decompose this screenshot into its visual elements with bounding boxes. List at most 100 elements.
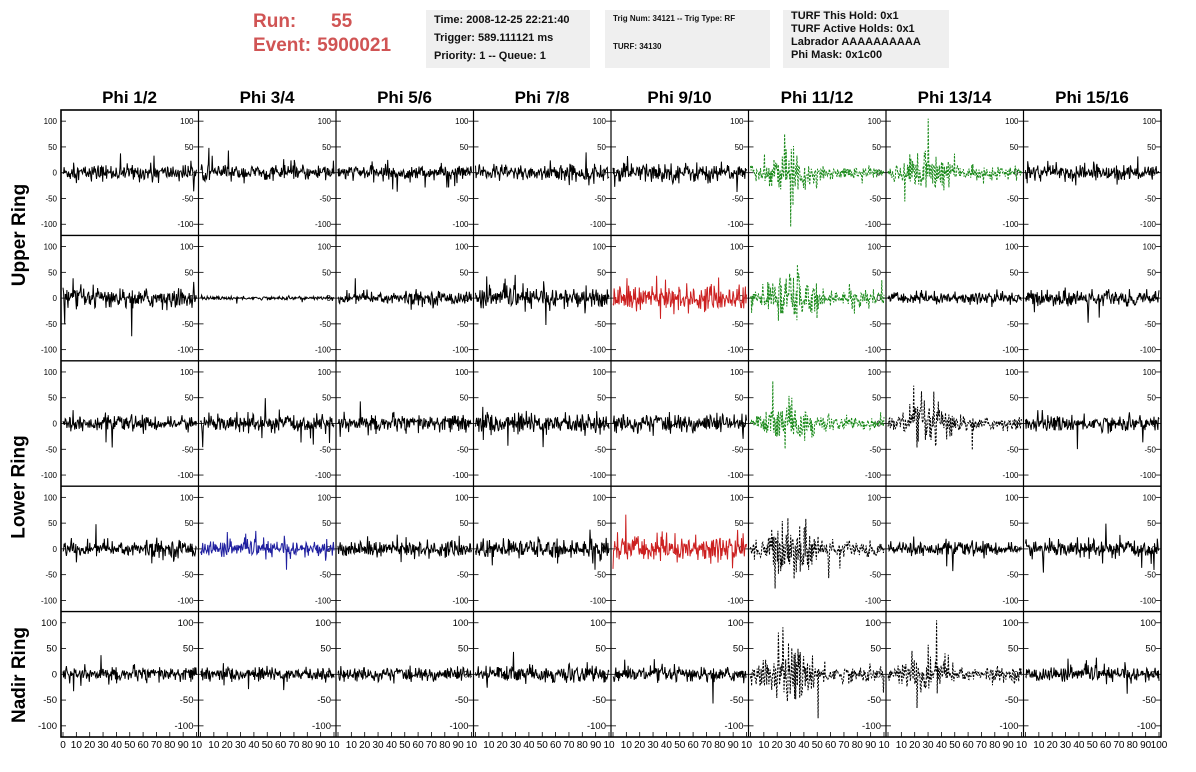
x-tick-label: 20 — [359, 740, 371, 751]
y-tick-label: 50 — [460, 394, 469, 403]
x-tick-label: 40 — [1073, 740, 1085, 751]
x-tick-label: 50 — [537, 740, 549, 751]
x-tick-label: 60 — [963, 740, 975, 751]
y-tick-label: 100 — [180, 493, 194, 502]
y-tick-label: -50 — [1144, 194, 1156, 203]
y-tick-label: -50 — [1007, 194, 1019, 203]
x-tick-label: 80 — [302, 740, 314, 751]
y-tick-label: 100 — [455, 243, 469, 252]
x-tick-label: 30 — [235, 740, 247, 751]
waveform-r1-c5 — [612, 155, 747, 193]
y-tick-label: -50 — [319, 571, 331, 580]
y-tick-label: -50 — [1144, 571, 1156, 580]
waveform-r2-c4 — [475, 274, 610, 326]
y-tick-label: 50 — [183, 644, 194, 655]
y-tick-label: -50 — [455, 695, 469, 706]
x-tick-label: 70 — [151, 740, 163, 751]
y-tick-label: -100 — [1140, 596, 1157, 605]
y-tick-label: 50 — [597, 519, 606, 528]
x-tick-label: 20 — [634, 740, 646, 751]
y-tick-label: -100 — [177, 346, 194, 355]
event-value: 5900021 — [317, 35, 392, 56]
y-tick-label: -100 — [1140, 220, 1157, 229]
x-tick-label: 70 — [976, 740, 988, 751]
y-tick-label: -100 — [177, 220, 194, 229]
y-tick-label: -50 — [1007, 320, 1019, 329]
y-tick-label: 50 — [597, 394, 606, 403]
turf-active-text: TURF Active Holds: 0x1 — [791, 23, 915, 35]
y-tick-label: 50 — [595, 644, 606, 655]
y-tick-label: 50 — [185, 519, 194, 528]
y-tick-label: 50 — [1010, 394, 1019, 403]
x-tick-label: 80 — [714, 740, 726, 751]
x-tick-label: 30 — [785, 740, 797, 751]
y-tick-label: 100 — [1140, 618, 1156, 629]
x-tick-label: 30 — [97, 740, 109, 751]
y-tick-label: 100 — [44, 117, 58, 126]
y-tick-label: 50 — [1147, 394, 1156, 403]
waveform-r1-c2 — [200, 147, 335, 184]
y-tick-label: -100 — [587, 721, 606, 732]
priority-text: Priority: 1 -- Queue: 1 — [434, 50, 546, 62]
y-tick-label: -100 — [177, 471, 194, 480]
y-tick-label: -50 — [732, 320, 744, 329]
y-tick-label: -50 — [869, 320, 881, 329]
y-tick-label: -100 — [315, 220, 332, 229]
y-tick-label: 50 — [1008, 644, 1019, 655]
y-tick-label: 100 — [868, 368, 882, 377]
y-tick-label: 50 — [1147, 268, 1156, 277]
x-tick-label: 70 — [1113, 740, 1125, 751]
y-tick-label: -100 — [1140, 471, 1157, 480]
y-tick-label: -50 — [1144, 320, 1156, 329]
y-tick-label: 100 — [1143, 493, 1157, 502]
x-tick-label: 50 — [124, 740, 136, 751]
y-tick-label: -50 — [594, 445, 606, 454]
x-tick-label: 50 — [262, 740, 274, 751]
y-tick-label: 100 — [318, 243, 332, 252]
y-tick-label: -100 — [452, 596, 469, 605]
y-tick-label: 100 — [1143, 368, 1157, 377]
y-tick-label: -50 — [319, 320, 331, 329]
y-tick-label: -100 — [41, 471, 58, 480]
y-tick-label: 100 — [180, 368, 194, 377]
y-tick-label: 100 — [455, 493, 469, 502]
y-tick-label: 100 — [1005, 368, 1019, 377]
y-tick-label: -50 — [180, 695, 194, 706]
y-tick-label: 50 — [320, 644, 331, 655]
y-tick-label: 100 — [455, 117, 469, 126]
y-tick-label: 100 — [590, 618, 606, 629]
x-tick-label: 50 — [399, 740, 411, 751]
y-tick-label: 100 — [730, 493, 744, 502]
y-tick-label: 100 — [315, 618, 331, 629]
y-tick-label: -50 — [182, 571, 194, 580]
x-tick-label: 70 — [426, 740, 438, 751]
waveform-r1-c4 — [475, 152, 610, 186]
x-tick-label: 80 — [439, 740, 451, 751]
y-tick-label: 0 — [739, 169, 744, 178]
x-tick-label: 60 — [138, 740, 150, 751]
y-tick-label: -100 — [590, 220, 607, 229]
waveform-r5-c7 — [887, 620, 1022, 709]
x-tick-label: 50 — [674, 740, 686, 751]
y-tick-label: 0 — [1014, 294, 1019, 303]
x-tick-label: 60 — [825, 740, 837, 751]
waveform-r4-c3 — [337, 534, 472, 563]
x-tick-label: 60 — [688, 740, 700, 751]
x-tick-label: 90 — [590, 740, 602, 751]
y-tick-label: 100 — [178, 618, 194, 629]
y-tick-label: -100 — [41, 346, 58, 355]
y-tick-label: -50 — [1005, 695, 1019, 706]
y-tick-label: -50 — [457, 194, 469, 203]
y-tick-label: 50 — [322, 268, 331, 277]
x-tick-label: 50 — [812, 740, 824, 751]
y-tick-label: 0 — [877, 294, 882, 303]
time-box: Time: 2008-12-25 22:21:40 Trigger: 589.1… — [426, 10, 590, 68]
x-tick-label: 30 — [372, 740, 384, 751]
y-tick-label: -100 — [590, 346, 607, 355]
y-tick-label: 50 — [872, 268, 881, 277]
waveform-r5-c6 — [750, 627, 885, 719]
y-tick-label: 100 — [728, 618, 744, 629]
waveform-r4-c5 — [612, 514, 747, 569]
x-tick-label: 50 — [949, 740, 961, 751]
